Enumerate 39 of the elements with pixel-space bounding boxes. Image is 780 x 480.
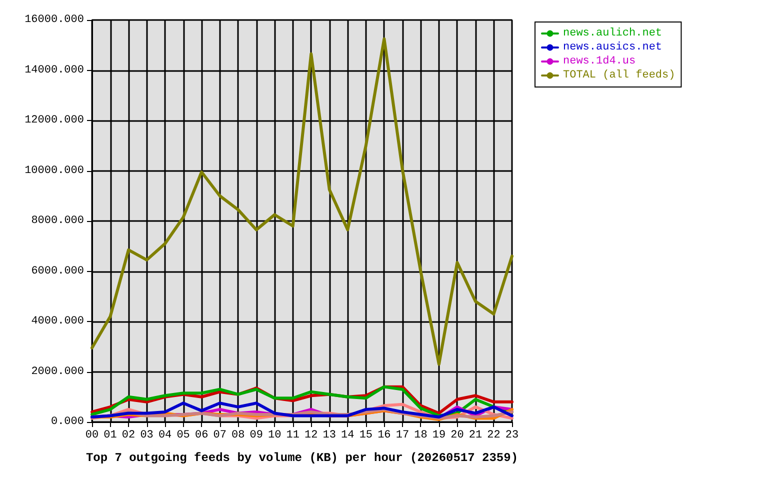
x-tick-label: 13: [322, 430, 336, 442]
x-tick-label: 06: [194, 430, 208, 442]
y-tick-label: 2000.000: [31, 366, 84, 378]
legend-label: TOTAL (all feeds): [563, 70, 676, 82]
legend-label: news.aulich.net: [563, 28, 662, 40]
y-tick-label: 12000.000: [24, 114, 84, 126]
x-tick-label: 18: [414, 430, 428, 442]
y-tick-label: 16000.000: [24, 14, 84, 26]
y-tick-label: 6000.000: [31, 265, 84, 278]
y-tick-label: 4000.000: [31, 316, 84, 328]
y-tick-label: 0.000: [50, 416, 84, 428]
y-tick-label: 14000.000: [24, 64, 84, 76]
x-tick-label: 08: [231, 430, 245, 442]
x-tick-label: 16: [378, 430, 391, 442]
x-tick-label: 04: [158, 430, 172, 442]
x-tick-label: 22: [487, 430, 500, 442]
x-tick-label: 20: [450, 430, 464, 442]
x-axis-title: Top 7 outgoing feeds by volume (KB) per hour (20260517 2359): [86, 451, 518, 465]
legend-label: news.ausics.net: [563, 42, 662, 54]
x-tick-label: 11: [286, 430, 300, 442]
x-tick-label: 17: [396, 430, 410, 442]
y-tick-label: 8000.000: [31, 215, 84, 227]
x-tick-label: 09: [250, 430, 263, 442]
x-tick-label: 01: [104, 430, 118, 442]
x-tick-label: 10: [268, 430, 282, 442]
line-series: [90, 37, 514, 366]
legend-label: news.1d4.us: [563, 56, 636, 68]
x-tick-label: 03: [140, 430, 154, 442]
x-tick-label: 00: [85, 430, 99, 442]
x-tick-label: 23: [505, 430, 519, 442]
x-tick-label: 05: [176, 430, 190, 442]
x-tick-label: 15: [359, 430, 373, 442]
x-tick-label: 21: [468, 430, 482, 442]
x-tick-label: 14: [341, 430, 355, 442]
x-tick-label: 07: [213, 430, 226, 442]
x-tick-label: 02: [122, 430, 136, 442]
y-tick-label: 10000.000: [24, 164, 84, 177]
x-tick-label: 19: [432, 430, 446, 442]
x-tick-label: 12: [304, 430, 318, 442]
